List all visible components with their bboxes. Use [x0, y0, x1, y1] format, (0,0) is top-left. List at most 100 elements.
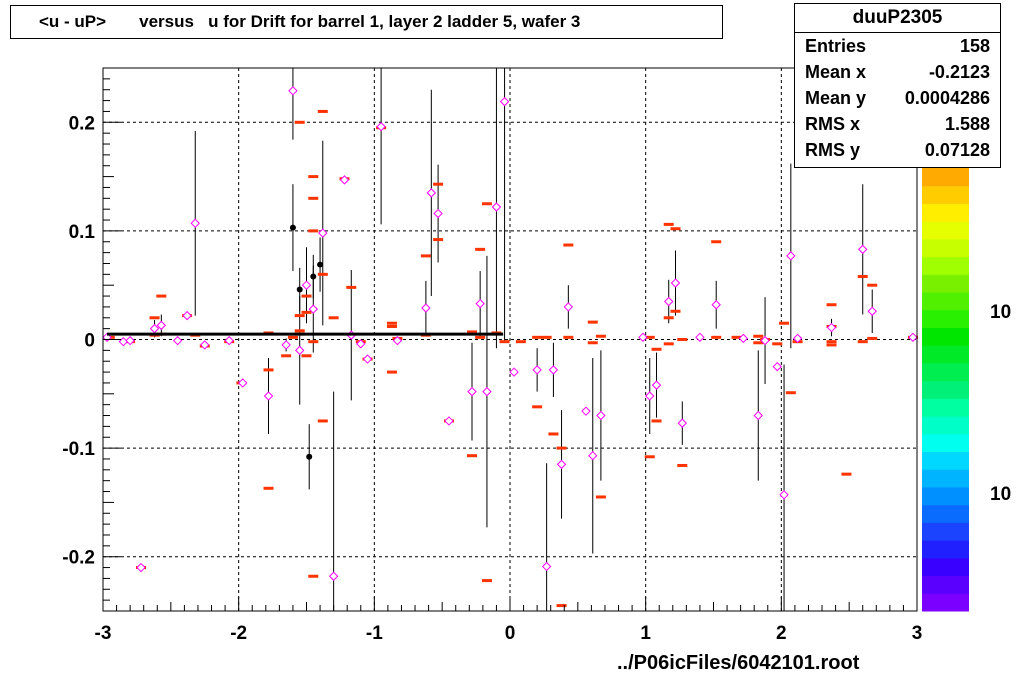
data-marker	[136, 562, 146, 573]
bin-marker	[301, 294, 312, 298]
bin-marker	[263, 486, 274, 490]
bin-marker	[670, 227, 681, 231]
data-marker	[444, 416, 454, 426]
bin-marker	[651, 419, 662, 423]
bin-marker	[263, 368, 274, 372]
data-marker	[664, 296, 674, 307]
data-marker	[556, 459, 567, 470]
data-marker	[172, 335, 183, 346]
data-marker	[392, 335, 403, 346]
data-marker	[475, 298, 485, 309]
plot-title-text: <u - uP> versus u for Drift for barrel 1…	[39, 12, 581, 31]
y-tick-label: -0.2	[62, 548, 95, 569]
y-tick-label: -0.1	[62, 439, 95, 460]
palette-swatch	[922, 221, 969, 240]
bin-marker	[386, 324, 397, 328]
bin-marker	[595, 495, 606, 499]
bin-marker	[541, 335, 552, 339]
x-tick-label: 2	[776, 623, 787, 644]
data-marker	[588, 450, 598, 461]
data-marker	[301, 280, 312, 290]
bin-marker	[731, 335, 742, 339]
stats-value: 1.588	[944, 114, 990, 134]
palette-swatch	[922, 593, 969, 612]
data-marker	[548, 365, 559, 375]
data-marker	[362, 354, 373, 364]
data-markers	[102, 86, 918, 581]
bin-marker	[308, 196, 319, 200]
bin-marker	[467, 330, 478, 334]
bin-marker	[753, 334, 764, 338]
bin-marker	[317, 272, 328, 276]
x-tick-label: 3	[912, 623, 923, 644]
source-file-label: ../P06icFiles/6042101.root	[617, 652, 860, 674]
bin-marker	[308, 574, 319, 578]
y-tick-labels: -0.2 -0.1 0 0.1 0.2	[62, 113, 95, 568]
palette-swatch	[922, 309, 969, 328]
x-tick-label: -1	[366, 623, 383, 644]
data-marker	[651, 380, 662, 390]
palette-swatch	[922, 168, 969, 187]
palette-labels: 10 10	[990, 302, 1011, 505]
bin-marker	[867, 336, 878, 340]
data-marker	[908, 332, 918, 343]
bin-marker	[308, 340, 319, 344]
data-marker	[858, 244, 868, 255]
data-marker	[238, 378, 248, 388]
data-marker	[499, 96, 510, 107]
x-tick-label: -2	[230, 623, 247, 644]
bin-marker	[711, 335, 722, 339]
data-marker	[328, 571, 339, 581]
bin-marker	[663, 316, 674, 320]
data-marker	[263, 391, 274, 401]
data-marker	[532, 365, 542, 375]
data-marker	[482, 386, 492, 397]
bin-marker	[499, 340, 510, 344]
data-marker	[753, 410, 763, 421]
data-marker	[118, 336, 129, 347]
stats-histogram-name: duuP2305	[795, 4, 1000, 33]
bin-marker	[651, 347, 662, 351]
stats-label: Mean x	[805, 62, 867, 82]
y-tick-label: 0	[84, 331, 95, 352]
bin-marker	[301, 354, 312, 358]
palette-swatch	[922, 540, 969, 559]
bin-marker	[644, 335, 655, 339]
palette-swatch	[922, 486, 969, 506]
palette-swatch	[922, 522, 969, 541]
bin-marker	[156, 294, 167, 298]
bin-marker	[532, 405, 543, 409]
bin-marker	[595, 334, 606, 338]
bin-marker	[548, 432, 559, 436]
palette-swatch	[922, 504, 969, 523]
x-tick-label: -3	[95, 623, 112, 644]
stats-row-rms-x: RMS x 1.588	[795, 111, 1000, 137]
data-marker	[645, 391, 655, 401]
stats-value: 158	[959, 36, 990, 56]
bin-marker	[753, 341, 764, 345]
palette-swatch	[922, 203, 969, 222]
data-marker	[867, 306, 877, 316]
bin-marker	[475, 335, 486, 339]
palette-swatch	[922, 451, 969, 470]
data-marker	[509, 367, 519, 377]
data-marker	[596, 410, 606, 421]
data-marker	[224, 335, 234, 346]
stats-value: -0.2123	[928, 62, 990, 82]
bin-marker	[857, 340, 868, 344]
data-marker	[200, 340, 210, 350]
bin-marker	[433, 238, 444, 242]
bin-marker	[294, 314, 305, 318]
data-marker	[563, 302, 574, 312]
bin-marker	[433, 182, 444, 186]
bin-marker	[867, 283, 878, 287]
bin-marker	[826, 340, 837, 344]
data-marker	[318, 228, 328, 238]
palette-swatch	[922, 398, 969, 417]
bin-marker	[711, 240, 722, 244]
profile-point	[310, 273, 317, 280]
bin-marker	[670, 309, 681, 313]
data-marker	[779, 490, 789, 500]
data-marker	[295, 345, 305, 356]
